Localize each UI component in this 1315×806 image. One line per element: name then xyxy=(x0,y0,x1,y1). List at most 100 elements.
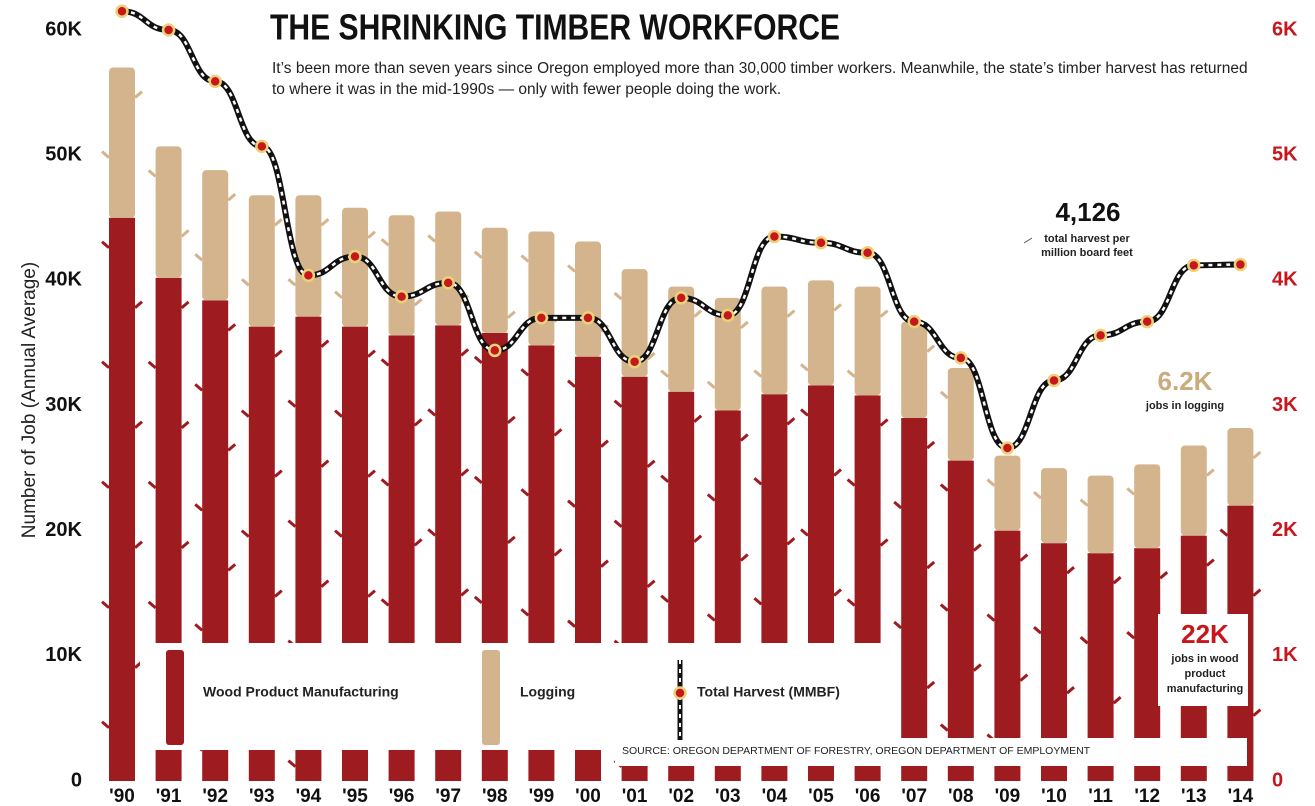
x-tick-label: '01 xyxy=(622,786,648,806)
bark-stub xyxy=(195,254,202,260)
bark-stub xyxy=(182,230,189,236)
bar-segment xyxy=(575,242,601,357)
harvest-point xyxy=(303,270,314,281)
bark-stub xyxy=(275,351,282,357)
bark-stub xyxy=(149,602,156,608)
bark-stub xyxy=(321,341,328,347)
bark-stub xyxy=(927,346,934,352)
bark-stub xyxy=(941,605,948,611)
bark-stub xyxy=(135,92,142,98)
bark-stub xyxy=(741,322,748,328)
annotation: total harvest per million board feet xyxy=(1032,232,1142,260)
bark-stub xyxy=(521,256,528,262)
y2-tick-label: 6K xyxy=(1272,18,1298,40)
bark-stub xyxy=(615,401,622,407)
bark-stub xyxy=(382,479,389,485)
bark-stub xyxy=(661,476,668,482)
x-tick-label: '10 xyxy=(1041,786,1067,806)
bark-stub xyxy=(102,362,109,368)
bar-segment xyxy=(948,368,974,461)
harvest-point xyxy=(629,356,640,367)
bark-stub xyxy=(1081,637,1088,643)
harvest-point xyxy=(1188,260,1199,271)
x-tick-label: '04 xyxy=(762,786,788,806)
bark-stub xyxy=(1020,555,1027,561)
bark-stub xyxy=(894,622,901,628)
source: SOURCE: OREGON DEPARTMENT OF FORESTRY, O… xyxy=(622,745,1242,757)
bark-stub xyxy=(834,589,841,595)
bar-segment xyxy=(901,322,927,418)
bark-stub xyxy=(554,429,561,435)
y-tick-label: 30K xyxy=(45,394,82,416)
bark-stub xyxy=(1253,452,1260,458)
bark-stub xyxy=(182,302,189,308)
x-tick-label: '13 xyxy=(1181,786,1207,806)
bar-segment xyxy=(948,461,974,781)
page: THE SHRINKING TIMBER WORKFORCE Number of… xyxy=(0,0,1315,806)
bar-segment xyxy=(1227,428,1253,506)
subtitle: It’s been more than seven years since Or… xyxy=(272,58,1262,100)
bark-stub xyxy=(508,537,515,543)
bark-stub xyxy=(368,351,375,357)
bark-stub xyxy=(475,597,482,603)
bark-stub xyxy=(801,364,808,370)
bark-stub xyxy=(787,418,794,424)
y2-tick-label: 5K xyxy=(1272,143,1298,165)
bark-stub xyxy=(1220,530,1227,536)
bark-stub xyxy=(1253,590,1260,596)
bark-stub xyxy=(1067,687,1074,693)
bark-stub xyxy=(149,170,156,176)
x-tick-label: '05 xyxy=(808,786,834,806)
harvest-point xyxy=(396,291,407,302)
bark-stub xyxy=(568,501,575,507)
harvest-point xyxy=(769,231,780,242)
harvest-point xyxy=(676,292,687,303)
bark-stub xyxy=(461,589,468,595)
y-tick-label: 50K xyxy=(45,143,82,165)
bark-stub xyxy=(801,409,808,415)
bark-stub xyxy=(708,382,715,388)
bark-stub xyxy=(881,539,888,545)
bark-stub xyxy=(521,369,528,375)
bark-stub xyxy=(1081,500,1088,506)
harvest-point xyxy=(1235,259,1246,270)
harvest-point xyxy=(1049,375,1060,386)
bark-stub xyxy=(881,311,888,317)
bark-stub xyxy=(1253,710,1260,716)
bark-stub xyxy=(135,542,142,548)
bar-segment xyxy=(389,215,415,335)
bark-stub xyxy=(1067,567,1074,573)
bark-stub xyxy=(288,521,295,527)
bark-stub xyxy=(508,417,515,423)
x-tick-label: '95 xyxy=(342,786,368,806)
legend-swatch xyxy=(166,650,184,745)
harvest-point xyxy=(163,25,174,36)
bar-segment xyxy=(1181,446,1207,536)
bark-stub xyxy=(415,299,422,305)
bark-stub xyxy=(102,722,109,728)
bark-stub xyxy=(428,235,435,241)
harvest-point xyxy=(536,312,547,323)
x-tick-label: '96 xyxy=(389,786,415,806)
y-tick-label: 20K xyxy=(45,519,82,541)
x-tick-label: '14 xyxy=(1228,786,1254,806)
bark-stub xyxy=(242,411,249,417)
bark-stub xyxy=(1114,577,1121,583)
bark-stub xyxy=(102,152,109,158)
bark-stub xyxy=(568,381,575,387)
bark-stub xyxy=(568,266,575,272)
y-tick-label: 10K xyxy=(45,644,82,666)
bark-stub xyxy=(568,621,575,627)
bar-segment xyxy=(855,287,881,396)
harvest-point xyxy=(350,251,361,262)
bark-stub xyxy=(461,349,468,355)
harvest-point xyxy=(489,345,500,356)
bark-stub xyxy=(275,219,282,225)
bark-stub xyxy=(242,531,249,537)
bark-stub xyxy=(475,252,482,258)
bark-stub xyxy=(661,371,668,377)
x-tick-label: '90 xyxy=(109,786,135,806)
bark-stub xyxy=(102,482,109,488)
x-tick-label: '00 xyxy=(575,786,601,806)
bar-segment xyxy=(109,218,135,781)
